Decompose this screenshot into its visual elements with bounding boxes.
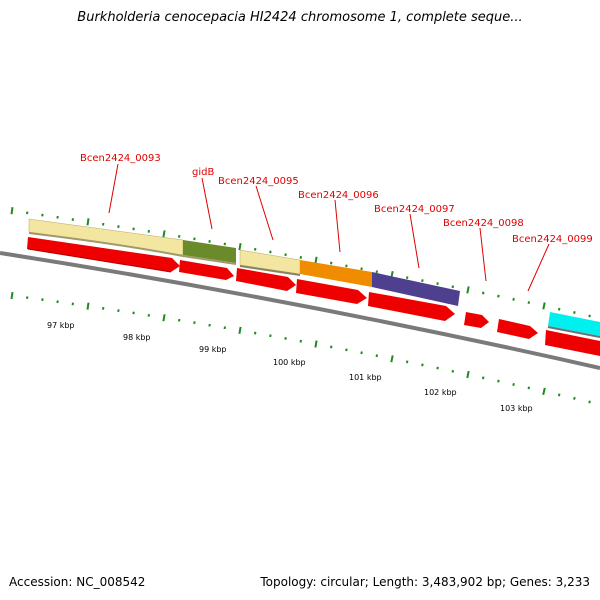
cds-arrow-gidb[interactable] (179, 260, 234, 280)
major-tick (238, 243, 242, 251)
major-tick (10, 291, 14, 300)
major-tick (466, 286, 470, 294)
minor-tick (497, 294, 500, 298)
feature-gidb[interactable] (183, 240, 236, 263)
kbp-label: 103 kbp (500, 404, 533, 413)
map-title: Burkholderia cenocepacia HI2424 chromoso… (77, 10, 523, 25)
minor-tick (588, 400, 591, 404)
gene-labels: Bcen2424_0093 gidB Bcen2424_0095 Bcen242… (80, 153, 593, 245)
major-tick (314, 340, 318, 348)
cds-arrow-bcen2424-0093[interactable] (27, 237, 180, 272)
gene-label-bcen2424-0097[interactable]: Bcen2424_0097 (374, 204, 455, 215)
minor-tick (512, 297, 515, 301)
cds-arrow-bcen2424-0097[interactable] (368, 292, 455, 321)
kbp-label: 102 kbp (424, 388, 457, 397)
major-tick (466, 370, 470, 379)
kbp-label: 98 kbp (123, 333, 151, 342)
kbp-label: 97 kbp (47, 321, 75, 330)
major-tick (542, 302, 546, 310)
minor-tick (421, 363, 424, 367)
feature-bcen2424-0097[interactable] (372, 272, 460, 306)
topology-text: Topology: circular; Length: 3,483,902 bp… (260, 575, 590, 589)
cds-arrow-bcen2424-0096[interactable] (296, 279, 367, 304)
minor-tick (436, 366, 439, 370)
inner-tick-track (10, 291, 591, 404)
cds-arrow-bcen2424-0099[interactable] (497, 319, 538, 339)
accession-text: Accession: NC_008542 (9, 575, 146, 589)
major-tick (86, 302, 90, 310)
gene-label-bcen2424-0093[interactable]: Bcen2424_0093 (80, 153, 161, 164)
cds-arrow-bcen2424-0095[interactable] (236, 268, 296, 291)
gene-label-gidb[interactable]: gidB (192, 167, 214, 178)
minor-tick (557, 307, 561, 311)
kbp-label: 100 kbp (273, 358, 306, 367)
major-tick (86, 218, 90, 226)
major-tick (162, 230, 166, 238)
minor-tick (451, 369, 455, 373)
gene-label-bcen2424-0098[interactable]: Bcen2424_0098 (443, 218, 524, 229)
major-tick (390, 355, 394, 363)
outer-tick-track (10, 207, 591, 318)
minor-tick (481, 291, 485, 295)
feature-next[interactable] (548, 312, 600, 336)
minor-tick (527, 301, 531, 305)
major-tick (238, 326, 242, 334)
feature-track (28, 218, 600, 338)
major-tick (314, 256, 318, 264)
minor-tick (512, 383, 515, 386)
major-tick (10, 207, 14, 215)
label-leaders (108, 163, 550, 292)
chromosome-backbone (0, 251, 600, 370)
minor-tick (557, 393, 561, 397)
major-tick (542, 387, 546, 396)
minor-tick (573, 311, 576, 314)
major-tick (162, 314, 166, 322)
minor-tick (588, 314, 591, 318)
gene-label-bcen2424-0096[interactable]: Bcen2424_0096 (298, 190, 379, 201)
minor-tick (497, 379, 500, 383)
kbp-ruler-labels: 97 kbp 98 kbp 99 kbp 100 kbp 101 kbp 102… (47, 321, 533, 413)
gene-label-bcen2424-0099[interactable]: Bcen2424_0099 (512, 234, 593, 245)
minor-tick (573, 396, 576, 400)
feature-bcen2424-0096[interactable] (300, 260, 372, 287)
minor-tick (527, 386, 531, 390)
cds-arrow-bcen2424-0098[interactable] (464, 312, 489, 328)
minor-tick (481, 376, 485, 380)
gene-label-bcen2424-0095[interactable]: Bcen2424_0095 (218, 176, 299, 187)
kbp-label: 101 kbp (349, 373, 382, 382)
kbp-label: 99 kbp (199, 345, 227, 354)
cds-track (27, 237, 600, 356)
cds-arrow-next[interactable] (545, 330, 600, 356)
